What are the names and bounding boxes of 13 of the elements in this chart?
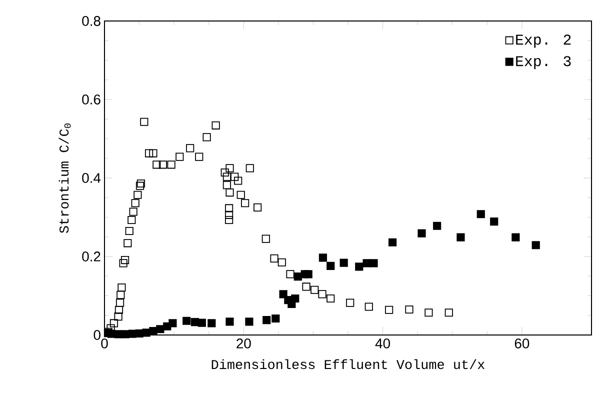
y-tick-label: 0: [94, 330, 100, 340]
legend-label: Exp. 2: [516, 34, 571, 48]
x-tick-label: 20: [236, 338, 251, 348]
x-tick-label: 0: [101, 338, 108, 348]
x-tick-label: 60: [514, 338, 530, 348]
x-axis-title: Dimensionless Effluent Volume ut/x: [212, 359, 485, 370]
legend-label: Exp. 3: [516, 56, 571, 70]
x-tick-label: 40: [375, 338, 390, 348]
y-tick-label: 0.4: [82, 173, 101, 183]
y-tick-label: 0.6: [82, 94, 100, 104]
y-tick-label: 0.2: [82, 252, 100, 262]
y-axis-title: Strontium C/C$_{0}$: [58, 124, 71, 234]
y-tick-label: 0.8: [82, 16, 100, 26]
